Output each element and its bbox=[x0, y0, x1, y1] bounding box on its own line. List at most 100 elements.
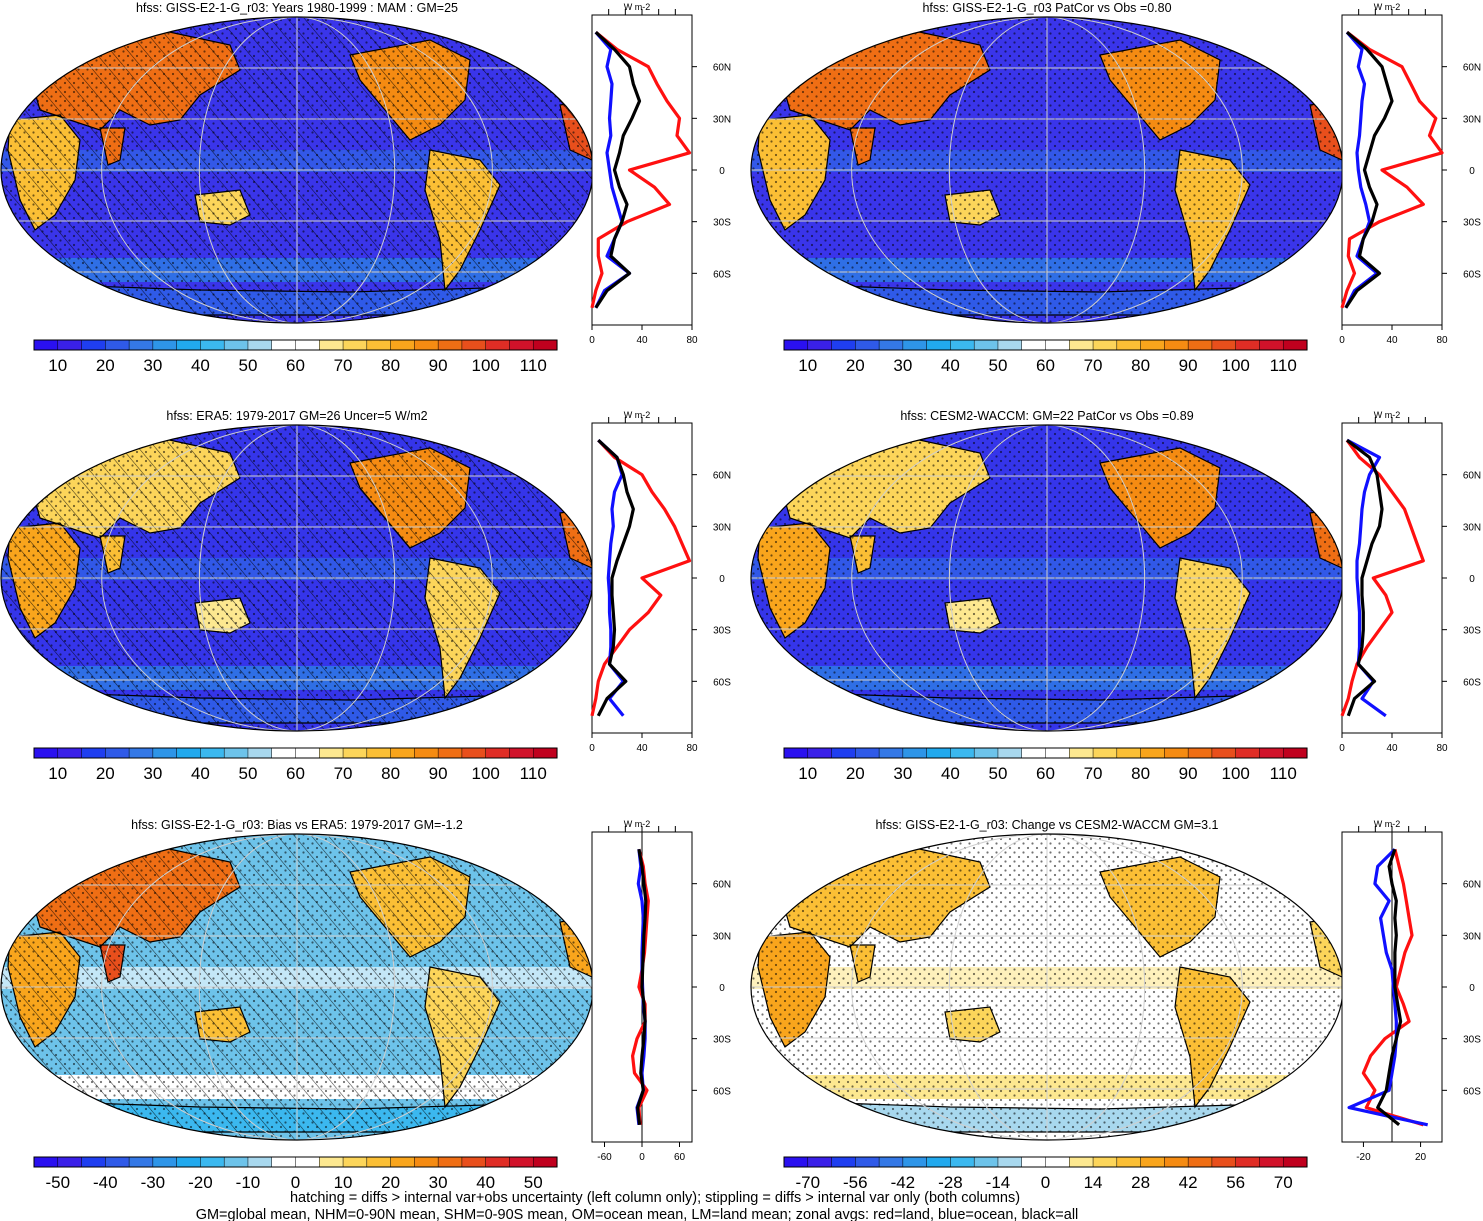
colorbar-swatch bbox=[1282, 747, 1308, 759]
colorbar-swatch bbox=[152, 747, 178, 759]
colorbar-swatch bbox=[509, 339, 534, 351]
colorbar-swatch bbox=[295, 1156, 320, 1168]
colorbar-tick-label: 10 bbox=[798, 764, 817, 783]
colorbar-tick-label: -10 bbox=[236, 1173, 261, 1192]
colorbar-tick-label: 110 bbox=[520, 764, 547, 783]
map-area bbox=[1, 17, 593, 323]
colorbar-swatch bbox=[831, 339, 856, 351]
x-tick-label: 60 bbox=[674, 1152, 686, 1163]
colorbar-swatch bbox=[295, 747, 320, 759]
colorbar-swatch bbox=[1069, 747, 1094, 759]
colorbar-swatch bbox=[997, 339, 1023, 351]
lat-label: 30S bbox=[713, 1035, 731, 1046]
colorbar-tick-label: 90 bbox=[429, 764, 448, 783]
lat-label: 60N bbox=[713, 880, 731, 891]
colorbar-swatch bbox=[1164, 1156, 1189, 1168]
colorbar-tick-label: 90 bbox=[1179, 356, 1198, 375]
colorbar-swatch bbox=[247, 339, 273, 351]
colorbar-tick-label: 10 bbox=[334, 1173, 353, 1192]
colorbar-swatch bbox=[950, 339, 975, 351]
land-greenland bbox=[1230, 834, 1280, 867]
colorbar-swatch bbox=[926, 747, 951, 759]
x-tick-label: -60 bbox=[597, 1152, 612, 1163]
lat-label: 30N bbox=[1463, 114, 1481, 125]
colorbar-swatch bbox=[81, 339, 106, 351]
lat-label: 30S bbox=[1463, 1035, 1481, 1046]
colorbar-swatch bbox=[926, 339, 951, 351]
lat-label: 60S bbox=[1463, 677, 1481, 688]
colorbar-tick-label: 40 bbox=[191, 764, 210, 783]
colorbar-swatch bbox=[997, 747, 1023, 759]
colorbar-swatch bbox=[973, 1156, 999, 1168]
x-tick-label: 0 bbox=[589, 743, 595, 754]
footer-line-1: hatching = diffs > internal var+obs unce… bbox=[290, 1190, 1020, 1206]
lat-label: 60N bbox=[1463, 880, 1481, 891]
colorbar-swatch bbox=[1140, 1156, 1165, 1168]
colorbar: 10 20 30 40 50 60 70 80 90 100 110 bbox=[33, 339, 558, 375]
zonal-profile: W m-2 -60 0 60 60N 30N 0 30S 60S bbox=[591, 819, 731, 1163]
colorbar-tick-label: 90 bbox=[1179, 764, 1198, 783]
colorbar-swatch bbox=[807, 747, 833, 759]
series-line-red bbox=[1340, 30, 1444, 309]
coastline-greenland bbox=[1228, 834, 1281, 868]
colorbar-swatch bbox=[878, 1156, 904, 1168]
colorbar-swatch bbox=[1187, 339, 1213, 351]
series-line-black bbox=[1344, 30, 1394, 309]
colorbar: -70 -56 -42 -28 -14 0 14 28 42 56 70 bbox=[783, 1156, 1308, 1192]
colorbar-swatch bbox=[176, 1156, 201, 1168]
zonal-profile: W m-2 0 40 80 60N 30N 0 30S 60S bbox=[1339, 2, 1481, 346]
coastline-greenland bbox=[478, 834, 531, 868]
x-tick-label: 80 bbox=[686, 335, 698, 346]
colorbar-swatch bbox=[783, 1156, 809, 1168]
series-line-blue bbox=[594, 31, 632, 309]
colorbar-tick-label: 80 bbox=[1131, 356, 1150, 375]
lat-label: 30S bbox=[713, 218, 731, 229]
colorbar-swatch bbox=[1259, 747, 1284, 759]
series-line-blue bbox=[1344, 31, 1379, 309]
panel-2: hfss: GISS-E2-1-G_r03 PatCor vs Obs =0.8… bbox=[750, 1, 1481, 375]
colorbar-tick-label: 60 bbox=[1036, 764, 1055, 783]
unit-label: W m-2 bbox=[624, 410, 651, 420]
lat-label: 30N bbox=[713, 522, 731, 533]
colorbar-swatch bbox=[295, 339, 320, 351]
colorbar-tick-label: 110 bbox=[1270, 764, 1297, 783]
colorbar-swatch bbox=[57, 747, 83, 759]
series-line-black bbox=[1346, 438, 1384, 717]
colorbar-swatch bbox=[390, 339, 415, 351]
unit-label: W m-2 bbox=[1374, 819, 1401, 829]
colorbar-swatch bbox=[342, 1156, 368, 1168]
colorbar-swatch bbox=[461, 747, 487, 759]
colorbar-swatch bbox=[437, 339, 463, 351]
colorbar-tick-label: -14 bbox=[986, 1173, 1011, 1192]
colorbar-tick-label: 10 bbox=[48, 356, 67, 375]
colorbar-swatch bbox=[950, 747, 975, 759]
colorbar-swatch bbox=[128, 1156, 154, 1168]
coastline-greenland bbox=[478, 425, 531, 459]
lat-label: 0 bbox=[719, 574, 725, 585]
colorbar-tick-label: 14 bbox=[1084, 1173, 1103, 1192]
colorbar-tick-label: 100 bbox=[471, 356, 499, 375]
colorbar-frame bbox=[783, 1156, 1308, 1168]
colorbar-tick-label: 110 bbox=[520, 356, 547, 375]
colorbar-swatch bbox=[152, 1156, 178, 1168]
colorbar-tick-label: 20 bbox=[381, 1173, 400, 1192]
colorbar-swatch bbox=[783, 339, 809, 351]
colorbar-frame bbox=[783, 747, 1308, 759]
colorbar-tick-label: 70 bbox=[1084, 764, 1103, 783]
lat-label: 60S bbox=[1463, 269, 1481, 280]
lat-label: 30N bbox=[1463, 931, 1481, 942]
lat-label: 30S bbox=[1463, 218, 1481, 229]
coastline-greenland bbox=[1228, 425, 1281, 459]
map-area bbox=[751, 17, 1343, 323]
zonal-profile: W m-2 0 40 80 60N 30N 0 30S 60S bbox=[589, 2, 731, 346]
colorbar-swatch bbox=[807, 339, 833, 351]
colorbar-swatch bbox=[414, 339, 439, 351]
unit-label: W m-2 bbox=[1374, 2, 1401, 12]
colorbar-swatch bbox=[1045, 747, 1070, 759]
colorbar-swatch bbox=[223, 747, 249, 759]
colorbar-tick-label: 70 bbox=[334, 356, 353, 375]
colorbar-tick-label: 50 bbox=[988, 764, 1007, 783]
panel-title: hfss: GISS-E2-1-G_r03 PatCor vs Obs =0.8… bbox=[922, 1, 1171, 15]
lat-label: 60N bbox=[713, 63, 731, 74]
